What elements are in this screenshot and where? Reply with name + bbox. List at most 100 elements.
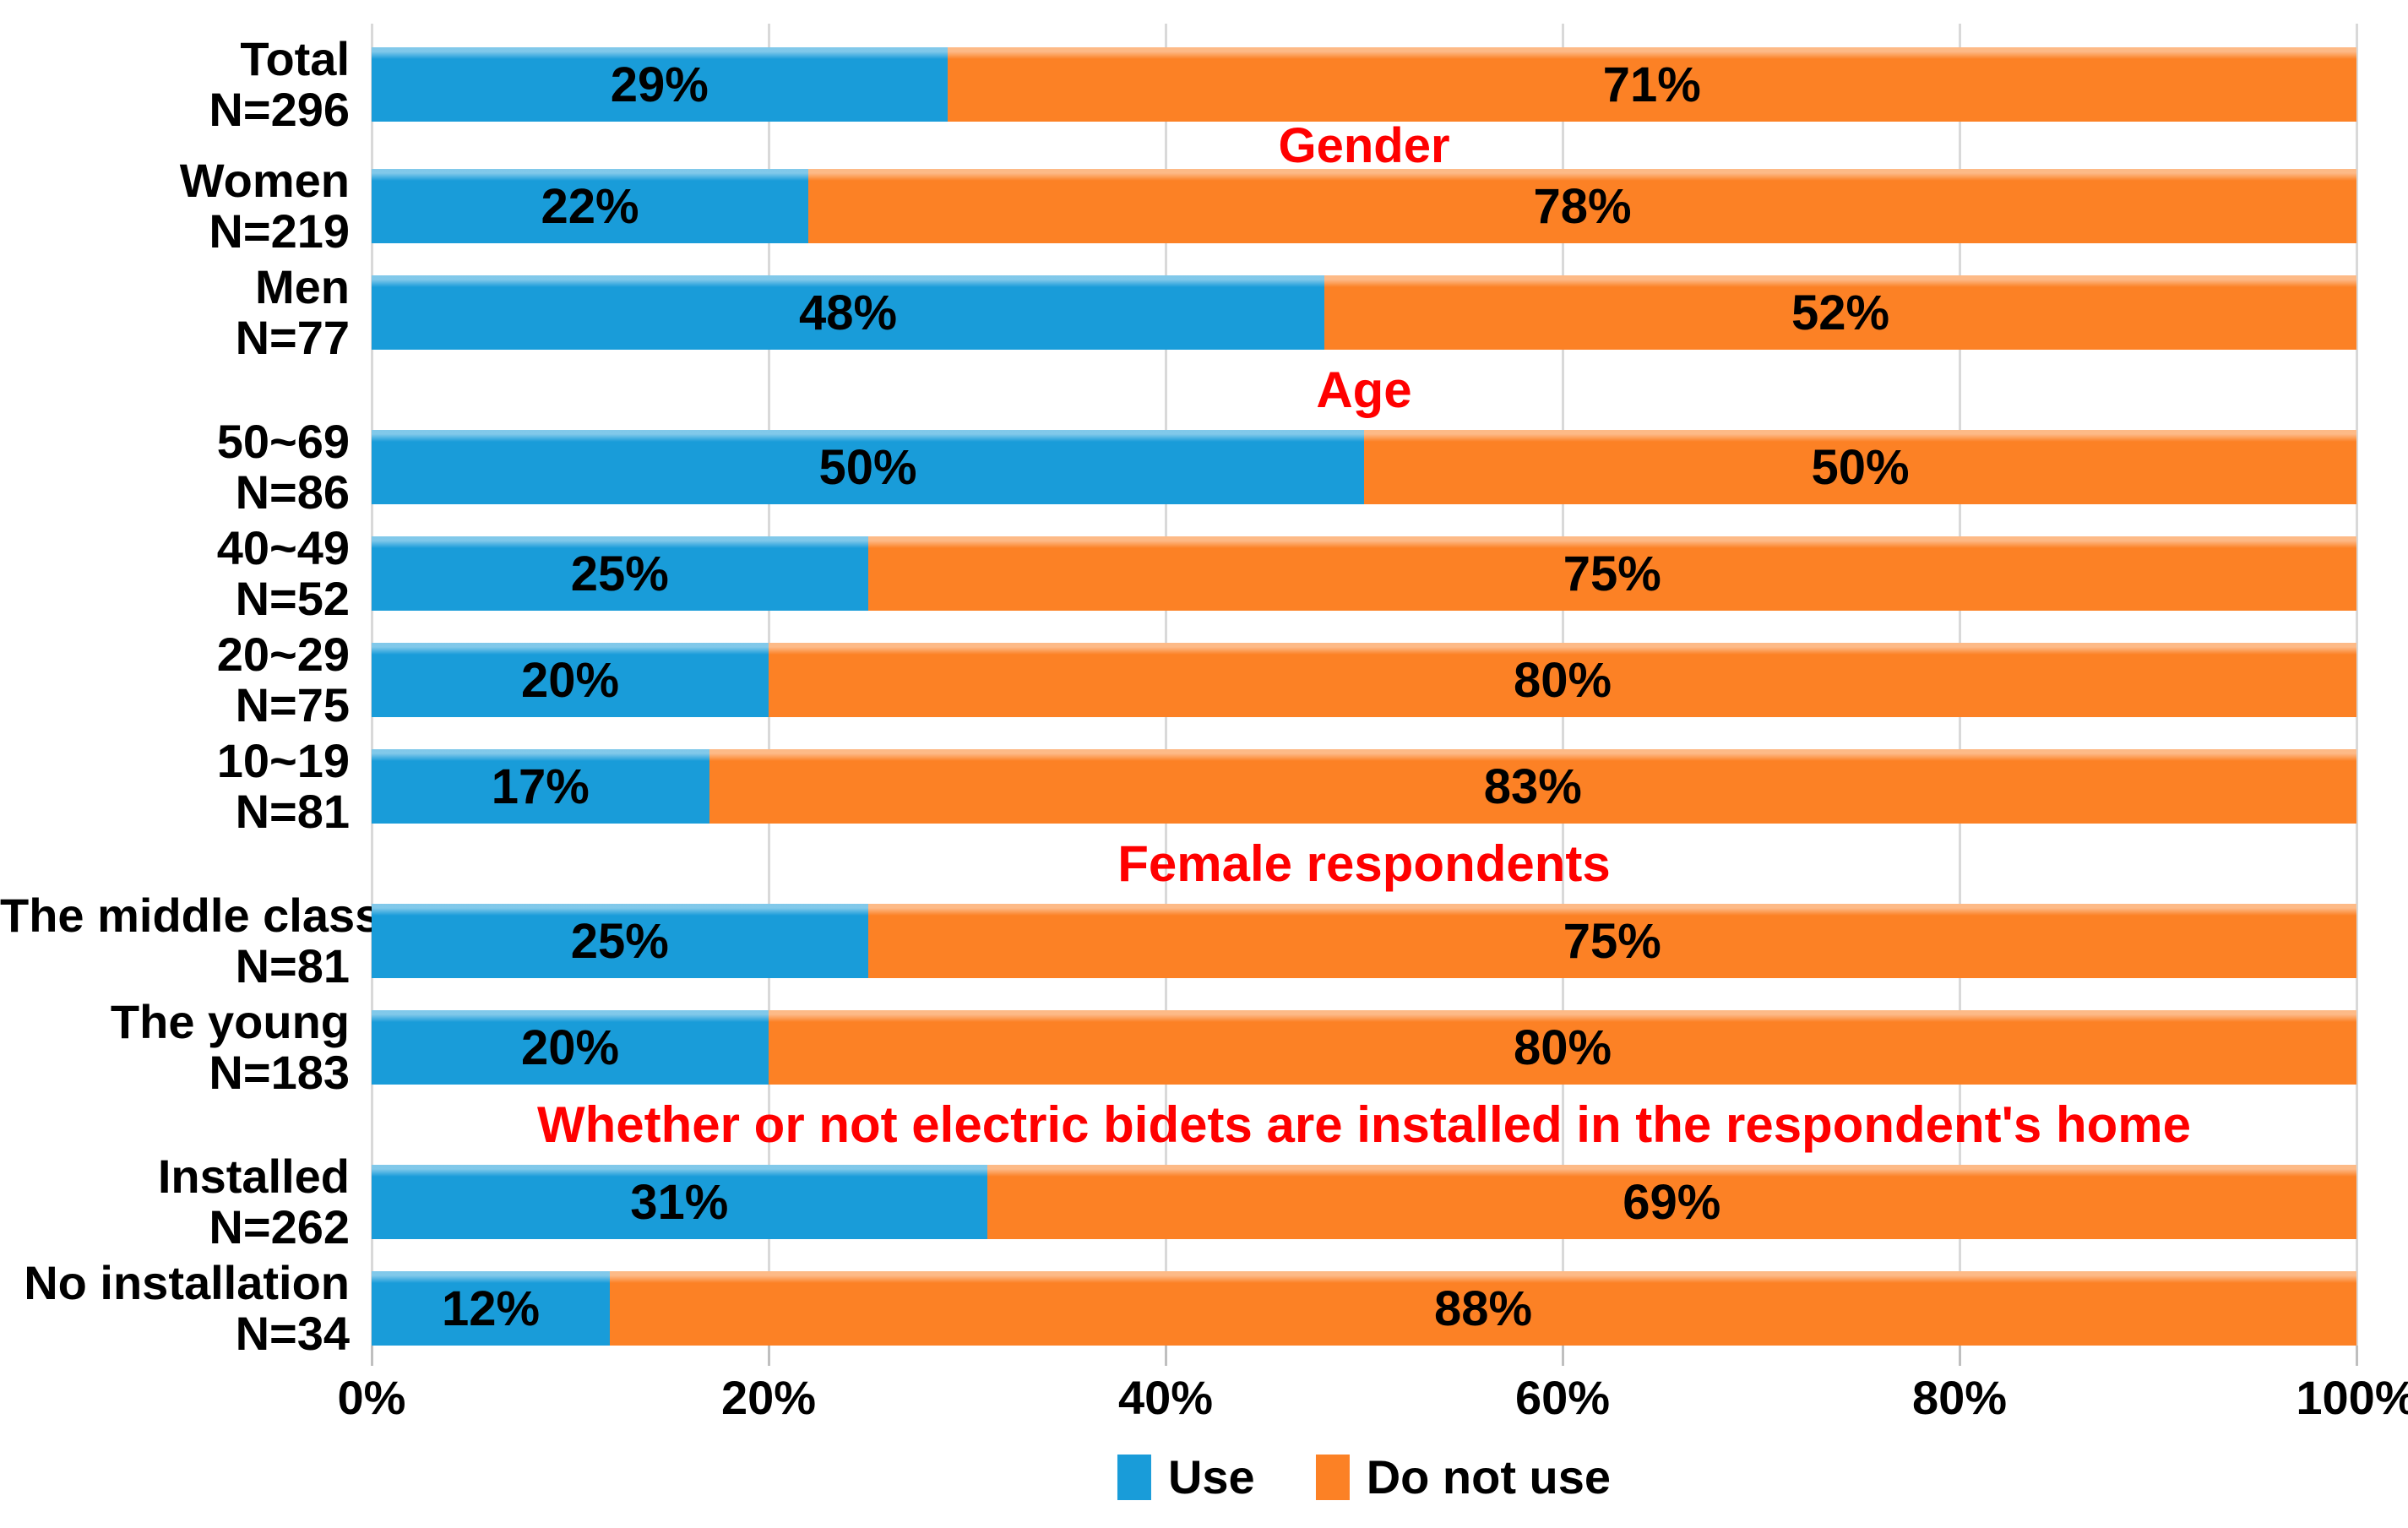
bar-value-label-do-not-use: 69%	[1623, 1174, 1721, 1230]
bar-value-label-use: 25%	[570, 913, 669, 969]
bar-row: 40~49 N=52 25% 75%	[0, 523, 2408, 624]
bar-row: The middle class N=81 25% 75%	[0, 890, 2408, 992]
category-name: 20~29	[216, 628, 350, 681]
bar-segment-do-not-use: 71%	[947, 47, 2356, 122]
x-axis-tick-label: 80%	[1911, 1371, 2008, 1424]
bar-value-label-do-not-use: 75%	[1563, 546, 1661, 601]
bar-track: 20% 80%	[372, 1010, 2356, 1085]
bar-value-label-do-not-use: 50%	[1811, 439, 1910, 495]
category-name: 50~69	[216, 415, 350, 468]
bar-value-label-do-not-use: 71%	[1602, 57, 1701, 112]
category-label: Women N=219	[0, 155, 372, 257]
x-axis-tick-label: 40%	[1117, 1371, 1214, 1424]
bar-segment-do-not-use: 50%	[1364, 430, 2356, 504]
axis-tick	[1165, 1346, 1167, 1366]
bar-segment-use: 12%	[372, 1271, 610, 1346]
bar-track: 22% 78%	[372, 169, 2356, 243]
legend: Use Do not use	[1117, 1449, 1611, 1504]
bar-value-label-use: 20%	[520, 652, 620, 708]
bar-segment-use: 22%	[372, 169, 808, 243]
bar-track: 20% 80%	[372, 643, 2356, 717]
legend-swatch-use	[1117, 1454, 1151, 1500]
bar-value-label-do-not-use: 80%	[1513, 652, 1612, 708]
bar-row: No installation N=34 12% 88%	[0, 1258, 2408, 1359]
bar-segment-do-not-use: 75%	[867, 904, 2356, 978]
category-sample-size: N=86	[235, 465, 350, 519]
bar-row: 20~29 N=75 20% 80%	[0, 629, 2408, 731]
gridline	[2356, 24, 2358, 1346]
category-label: Men N=77	[0, 262, 372, 363]
bar-track: 29% 71%	[372, 47, 2356, 122]
section-header: Age	[1316, 362, 1412, 418]
bar-value-label-use: 20%	[520, 1020, 620, 1075]
category-name: 10~19	[216, 734, 350, 787]
bar-row: 50~69 N=86 50% 50%	[0, 416, 2408, 518]
bar-track: 31% 69%	[372, 1165, 2356, 1239]
x-axis-tick-label: 60%	[1514, 1371, 1611, 1424]
bar-segment-do-not-use: 83%	[709, 749, 2356, 824]
bar-segment-use: 48%	[372, 275, 1324, 350]
bar-segment-use: 25%	[372, 904, 868, 978]
axis-tick	[371, 1346, 373, 1366]
bar-segment-do-not-use: 69%	[987, 1165, 2356, 1239]
bar-value-label-do-not-use: 78%	[1533, 178, 1632, 234]
bar-track: 12% 88%	[372, 1271, 2356, 1346]
bar-segment-do-not-use: 80%	[769, 1010, 2356, 1085]
axis-tick	[1959, 1346, 1961, 1366]
bar-track: 48% 52%	[372, 275, 2356, 350]
category-name: Men	[255, 260, 350, 313]
category-sample-size: N=77	[235, 311, 350, 364]
section-header: Female respondents	[1117, 835, 1611, 892]
bar-value-label-use: 48%	[798, 285, 898, 340]
bar-value-label-use: 12%	[441, 1281, 541, 1336]
axis-tick	[1562, 1346, 1564, 1366]
x-axis-tick-label: 100%	[2296, 1371, 2408, 1424]
legend-swatch-do-not-use	[1315, 1454, 1350, 1500]
bar-rows-container: Total N=296 29% 71% Gender Women N=219 22% 78% Me…	[0, 34, 2408, 1378]
category-name: The middle class	[0, 889, 382, 942]
bar-value-label-use: 17%	[491, 759, 590, 814]
category-label: Total N=296	[0, 34, 372, 135]
category-label: 20~29 N=75	[0, 629, 372, 731]
category-sample-size: N=81	[235, 785, 350, 838]
category-label: 50~69 N=86	[0, 416, 372, 518]
bar-value-label-use: 29%	[610, 57, 709, 112]
bar-row: Men N=77 48% 52%	[0, 262, 2408, 363]
category-label: 40~49 N=52	[0, 523, 372, 624]
legend-label: Do not use	[1366, 1450, 1612, 1504]
bar-segment-do-not-use: 75%	[867, 536, 2356, 611]
category-sample-size: N=52	[235, 572, 350, 625]
bar-row: Women N=219 22% 78%	[0, 155, 2408, 257]
bar-value-label-use: 22%	[541, 178, 639, 234]
bar-segment-do-not-use: 80%	[769, 643, 2356, 717]
category-name: Total	[240, 32, 350, 85]
bar-row: Installed N=262 31% 69%	[0, 1151, 2408, 1253]
bar-segment-use: 20%	[372, 1010, 769, 1085]
category-label: The young N=183	[0, 997, 372, 1098]
bar-value-label-use: 25%	[570, 546, 669, 601]
bar-value-label-do-not-use: 52%	[1791, 285, 1890, 340]
legend-label: Use	[1167, 1450, 1255, 1504]
bar-segment-use: 31%	[372, 1165, 987, 1239]
section-header: Gender	[1278, 117, 1450, 173]
bar-segment-do-not-use: 78%	[808, 169, 2356, 243]
category-label: 10~19 N=81	[0, 736, 372, 837]
bar-value-label-do-not-use: 75%	[1563, 913, 1661, 969]
category-sample-size: N=34	[235, 1307, 350, 1360]
bar-segment-use: 50%	[372, 430, 1364, 504]
category-sample-size: N=75	[235, 678, 350, 731]
category-name: 40~49	[216, 521, 350, 574]
category-sample-size: N=183	[209, 1046, 350, 1099]
bar-value-label-use: 50%	[818, 439, 917, 495]
category-label: No installation N=34	[0, 1258, 372, 1359]
bar-row: 10~19 N=81 17% 83%	[0, 736, 2408, 837]
bar-track: 17% 83%	[372, 749, 2356, 824]
bar-segment-use: 29%	[372, 47, 948, 122]
bar-value-label-do-not-use: 88%	[1433, 1281, 1533, 1336]
bar-segment-use: 20%	[372, 643, 769, 717]
category-sample-size: N=219	[209, 204, 350, 258]
bar-value-label-do-not-use: 80%	[1513, 1020, 1612, 1075]
bar-row: Total N=296 29% 71%	[0, 34, 2408, 135]
category-sample-size: N=81	[235, 939, 350, 992]
